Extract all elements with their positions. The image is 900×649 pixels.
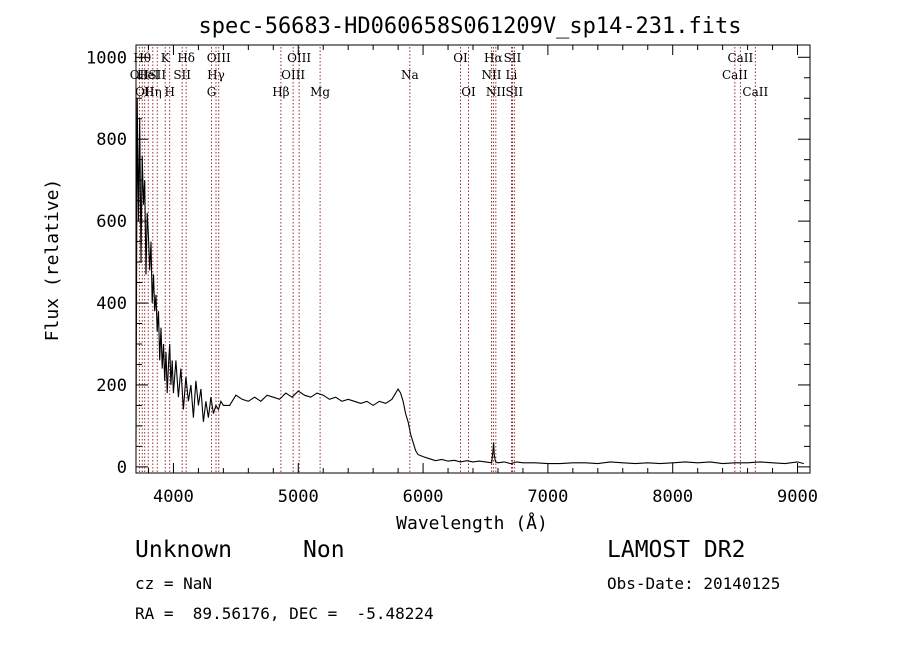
line-label-oiii: OIII (287, 51, 311, 65)
line-label-li: Li (506, 68, 518, 82)
line-label-oii: OII (135, 85, 155, 99)
line-label-sii: SII (504, 51, 522, 65)
x-tick-label: 8000 (652, 487, 693, 507)
y-axis-label: Flux (relative) (42, 179, 63, 342)
x-tick-label: 5000 (278, 487, 319, 507)
y-tick-label: 800 (96, 130, 127, 150)
line-label-sii: SII (148, 68, 166, 82)
y-tick-label: 1000 (86, 48, 127, 68)
y-tick-label: 400 (96, 294, 127, 314)
line-label-hα: Hα (484, 51, 503, 65)
line-label-oiii: OIII (281, 68, 305, 82)
line-label-mg: Mg (310, 85, 330, 99)
cz-value: cz = NaN (135, 574, 213, 593)
line-label-nii: NII (486, 85, 506, 99)
spectral-line-labels: OIIHθOIIHeIHηSIIKHSIIHδGHγOIIIHβOIIIOIII… (130, 51, 769, 99)
line-label-nii: NII (481, 68, 501, 82)
line-label-caii: CaII (742, 85, 768, 99)
line-label-na: Na (401, 68, 419, 82)
line-label-sii: SII (173, 68, 191, 82)
line-label-hθ: Hθ (133, 51, 151, 65)
survey-label: LAMOST DR2 (607, 537, 746, 563)
line-label-hδ: Hδ (177, 51, 195, 65)
line-label-caii: CaII (722, 68, 748, 82)
line-label-oi: OI (461, 85, 476, 99)
line-label-g: G (207, 85, 217, 99)
spectral-line-markers (138, 47, 756, 472)
y-tick-label: 200 (96, 376, 127, 396)
line-label-caii: CaII (727, 51, 753, 65)
x-tick-label: 6000 (403, 487, 444, 507)
spectrum-line (135, 98, 804, 465)
line-label-hγ: Hγ (207, 68, 225, 82)
y-tick-label: 0 (117, 458, 127, 478)
line-label-hη: Hη (144, 85, 162, 99)
chart-title: spec-56683-HD060658S061209V_sp14-231.fit… (198, 14, 741, 39)
line-label-oii: OII (130, 68, 150, 82)
x-tick-label: 7000 (527, 487, 568, 507)
x-axis-ticks: 4000 5000 6000 7000 8000 9000 (147, 45, 818, 507)
line-label-hei: HeI (137, 68, 160, 82)
obs-date: Obs-Date: 20140125 (607, 574, 781, 593)
y-tick-label: 600 (96, 212, 127, 232)
plot-frame (135, 44, 811, 474)
y-axis-ticks: 0 200 400 600 800 1000 (86, 48, 810, 478)
ra-dec-value: RA = 89.56176, DEC = -5.48224 (135, 604, 434, 623)
line-label-sii: SII (505, 85, 523, 99)
line-label-k: K (161, 51, 171, 65)
line-label-oi: OI (453, 51, 468, 65)
x-tick-label: 4000 (153, 487, 194, 507)
line-label-h: H (164, 85, 174, 99)
class-label: Unknown (135, 537, 232, 563)
x-axis-label: Wavelength (Å) (396, 512, 548, 534)
subclass-label: Non (303, 537, 345, 563)
x-tick-label: 9000 (777, 487, 818, 507)
line-label-hβ: Hβ (272, 85, 289, 99)
line-label-oiii: OIII (207, 51, 231, 65)
